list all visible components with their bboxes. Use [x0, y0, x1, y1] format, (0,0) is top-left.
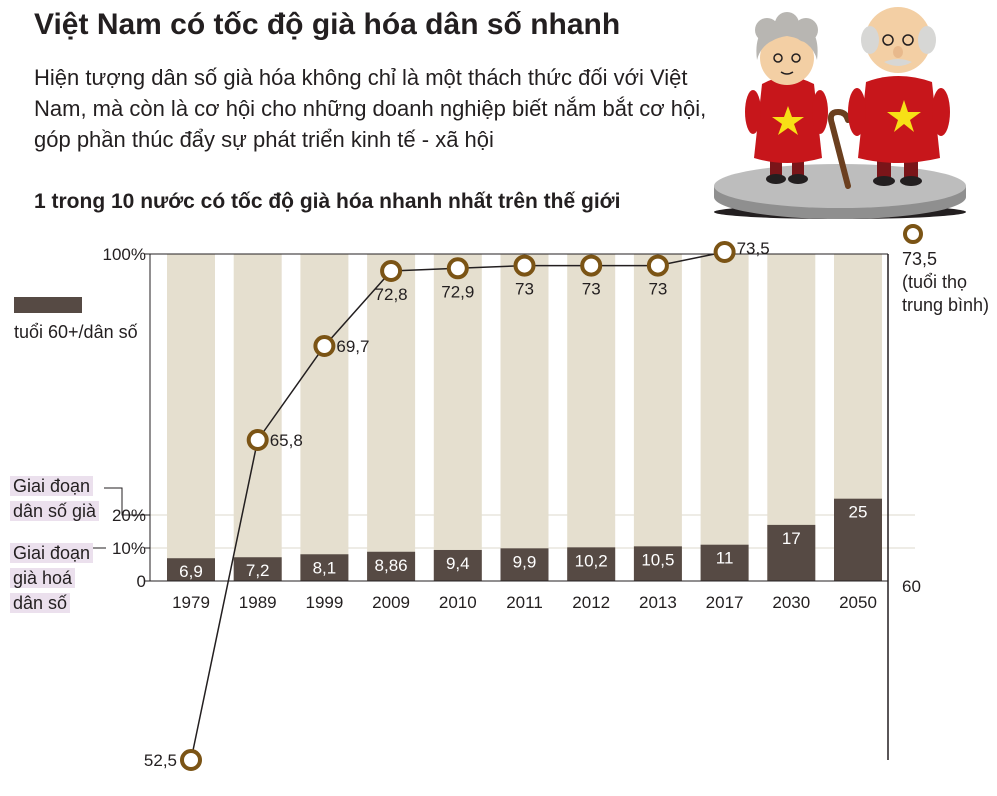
bar-background	[367, 254, 416, 581]
x-tick-label: 2013	[639, 593, 677, 612]
chart-axes: 1979 1989 1999 2009 2010 2011 2012 2013 2017 2030…	[86, 245, 921, 760]
life-expectancy-note-2: trung bình)	[902, 295, 990, 315]
legend-bar-swatch	[14, 297, 82, 313]
bar-value-label: 6,9	[179, 562, 203, 581]
x-tick-label: 2011	[506, 593, 543, 612]
life-expectancy-value-label: 65,8	[270, 431, 303, 450]
bar-value-label: 11	[716, 549, 734, 568]
life-expectancy-value-label: 72,9	[441, 282, 474, 301]
left-axis-tick-label: 100%	[103, 245, 146, 264]
life-expectancy-value-label: 52,5	[144, 751, 177, 770]
life-expectancy-value-label: 72,8	[375, 285, 408, 304]
bar-value-label: 25	[849, 503, 868, 522]
left-axis-tick-label: 10%	[112, 539, 146, 558]
x-tick-label: 2010	[439, 593, 477, 612]
life-expectancy-value-label: 73	[515, 280, 534, 299]
life-expectancy-point	[446, 257, 469, 280]
bar	[633, 546, 682, 581]
life-expectancy-point	[246, 429, 269, 451]
bar-background	[300, 254, 349, 581]
life-expectancy-legend: 73,5 (tuổi thọ trung bình)	[902, 248, 989, 317]
bar-value-label: 7,2	[246, 561, 270, 580]
life-expectancy-value-label: 69,7	[336, 337, 369, 356]
life-expectancy-point	[713, 241, 736, 263]
bar	[167, 558, 215, 581]
stage-aging-line2: già hoá	[10, 568, 76, 588]
life-expectancy-point	[180, 749, 202, 771]
life-expectancy-point	[313, 335, 336, 357]
bar-value-label: 10,2	[575, 551, 608, 570]
x-tick-label: 2030	[772, 593, 810, 612]
life-expectancy-value: 73,5	[902, 249, 938, 269]
bar-value-label: 17	[782, 529, 801, 548]
x-tick-label: 1999	[305, 593, 343, 612]
bar-background	[167, 254, 215, 581]
bar	[834, 498, 882, 581]
bar-background	[433, 254, 482, 581]
life-expectancy-point	[513, 254, 536, 277]
bar-series: 6,9 7,2 8,1 8,86 9,4 9,9 10,2 10,5 11 17 25	[167, 254, 882, 581]
stage-aging-population: Giai đoạn già hoá dân số	[10, 541, 94, 616]
legend-bar-label: tuổi 60+/dân số	[14, 322, 138, 342]
bar	[500, 548, 549, 581]
life-expectancy-value-label: 73,5	[737, 239, 770, 258]
bar-value-label: 9,4	[446, 554, 470, 573]
x-tick-label: 2012	[572, 593, 610, 612]
bar-value-label: 9,9	[513, 552, 537, 571]
life-expectancy-series: 52,5 65,8 69,7 72,8 72,9 73 73 73 73,5	[144, 224, 923, 771]
x-tick-label: 1979	[172, 593, 210, 612]
life-expectancy-value-label: 73	[648, 280, 667, 299]
stage-old-population: Giai đoạn dân số già	[10, 474, 100, 524]
life-expectancy-note-1: (tuổi thọ	[902, 272, 968, 292]
bar-background	[500, 254, 549, 581]
bar-background	[633, 254, 682, 581]
life-expectancy-point	[580, 254, 603, 277]
bar	[700, 544, 749, 581]
stage-old-line1: Giai đoạn	[10, 476, 94, 496]
x-tick-label: 1989	[239, 593, 277, 612]
bar-value-label: 8,86	[375, 556, 408, 575]
chart-title: Việt Nam có tốc độ già hóa dân số nhanh	[34, 8, 621, 41]
bar	[233, 557, 282, 581]
bar-value-label: 10,5	[641, 550, 674, 569]
bar	[433, 549, 482, 581]
life-expectancy-point	[380, 260, 403, 282]
chart-subtitle: 1 trong 10 nước có tốc độ già hóa nhanh …	[34, 190, 621, 213]
life-expectancy-legend-marker	[903, 224, 923, 244]
stage-aging-line3: dân số	[10, 593, 71, 613]
stage-old-bracket	[104, 487, 144, 516]
bar	[367, 551, 416, 581]
life-expectancy-value-label: 73	[582, 280, 601, 299]
right-axis-tick-label: 60	[902, 577, 921, 596]
bar-value-label: 8,1	[313, 558, 337, 577]
left-axis-tick-label: 0	[137, 572, 146, 591]
x-tick-label: 2017	[706, 593, 744, 612]
bar	[300, 554, 349, 581]
elderly-couple-illustration	[714, 7, 966, 219]
bar-background	[567, 254, 616, 581]
x-tick-label: 2009	[372, 593, 410, 612]
x-tick-label: 2050	[839, 593, 877, 612]
intro-text: Hiện tượng dân số già hóa không chỉ là m…	[34, 65, 707, 152]
bar	[567, 547, 616, 581]
bar-background	[700, 254, 749, 581]
stage-aging-line1: Giai đoạn	[10, 543, 94, 563]
stage-old-line2: dân số già	[10, 501, 100, 521]
bar	[767, 524, 816, 581]
life-expectancy-point	[646, 254, 669, 277]
